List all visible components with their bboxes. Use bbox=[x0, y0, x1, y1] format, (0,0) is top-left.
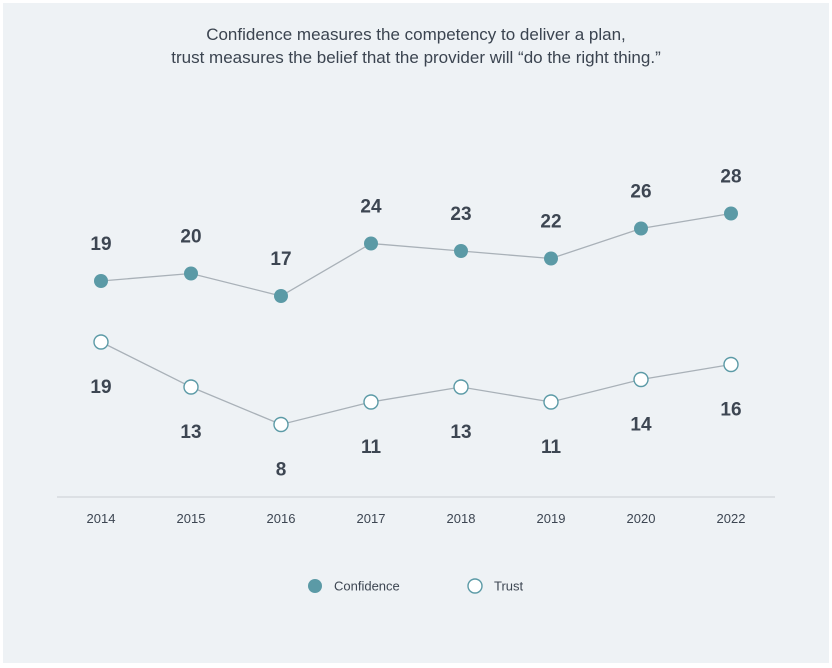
x-tick-2020: 2020 bbox=[627, 511, 656, 526]
x-tick-2016: 2016 bbox=[267, 511, 296, 526]
x-tick-2019: 2019 bbox=[537, 511, 566, 526]
trust-point-2022[interactable] bbox=[723, 356, 739, 373]
series-markers bbox=[93, 206, 739, 433]
confidence-point-2015[interactable] bbox=[184, 266, 198, 281]
trust-label-2015: 13 bbox=[180, 422, 201, 443]
confidence-point-2022[interactable] bbox=[724, 206, 738, 221]
series-lines bbox=[100, 212, 732, 426]
trust-point-2016[interactable] bbox=[273, 416, 289, 433]
x-tick-2014: 2014 bbox=[87, 511, 116, 526]
confidence-point-2017[interactable] bbox=[364, 236, 378, 251]
legend-confidence-marker bbox=[308, 579, 322, 593]
confidence-label-2018: 23 bbox=[450, 204, 471, 225]
trust-label-2022: 16 bbox=[720, 400, 741, 421]
confidence-label-2019: 22 bbox=[540, 212, 561, 233]
trust-point-2015[interactable] bbox=[183, 379, 199, 395]
confidence-label-2014: 19 bbox=[90, 234, 111, 255]
chart-title: Confidence measures the competency to de… bbox=[0, 23, 832, 69]
chart-title-line-1: Confidence measures the competency to de… bbox=[206, 25, 626, 44]
trust-label-2014: 19 bbox=[90, 377, 111, 398]
trust-label-2020: 14 bbox=[630, 415, 652, 436]
data-labels: 19 20 17 24 23 22 26 28 19 13 8 11 13 11 14 16 bbox=[90, 167, 741, 481]
legend-trust-marker bbox=[467, 578, 483, 594]
confidence-line bbox=[100, 212, 732, 297]
confidence-point-2018[interactable] bbox=[454, 244, 468, 258]
trust-point-2019[interactable] bbox=[543, 394, 559, 410]
legend-confidence-label: Confidence bbox=[334, 579, 400, 594]
confidence-label-2016: 17 bbox=[270, 249, 291, 270]
trust-point-2017[interactable] bbox=[363, 394, 379, 410]
x-tick-2018: 2018 bbox=[447, 511, 476, 526]
x-tick-2017: 2017 bbox=[357, 511, 386, 526]
confidence-point-2014[interactable] bbox=[94, 274, 108, 288]
confidence-label-2017: 24 bbox=[360, 197, 382, 218]
confidence-label-2020: 26 bbox=[630, 182, 651, 203]
trust-line bbox=[100, 341, 732, 426]
trust-point-2018[interactable] bbox=[453, 379, 469, 395]
x-tick-2022: 2022 bbox=[717, 511, 746, 526]
trust-label-2016: 8 bbox=[276, 460, 287, 481]
trust-point-2020[interactable] bbox=[633, 371, 649, 388]
trust-label-2019: 11 bbox=[541, 437, 562, 458]
x-tick-2015: 2015 bbox=[177, 511, 206, 526]
legend-trust-label: Trust bbox=[494, 579, 524, 594]
chart-panel bbox=[3, 3, 829, 663]
confidence-point-2016[interactable] bbox=[274, 289, 288, 303]
confidence-label-2015: 20 bbox=[180, 227, 201, 248]
trust-label-2018: 13 bbox=[450, 422, 471, 443]
x-axis-ticks: 2014 2015 2016 2017 2018 2019 2020 2022 bbox=[87, 511, 746, 526]
confidence-label-2022: 28 bbox=[720, 167, 741, 188]
chart-title-line-2: trust measures the belief that the provi… bbox=[171, 48, 661, 67]
confidence-point-2019[interactable] bbox=[544, 251, 558, 266]
trust-point-2014[interactable] bbox=[93, 334, 109, 350]
trust-label-2017: 11 bbox=[361, 437, 382, 458]
confidence-point-2020[interactable] bbox=[634, 221, 648, 236]
legend: Confidence Trust bbox=[308, 578, 524, 594]
